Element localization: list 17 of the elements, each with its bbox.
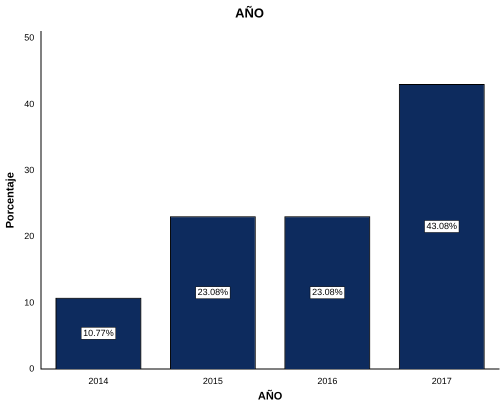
data-label: 43.08% bbox=[426, 220, 458, 231]
x-axis-title: AÑO bbox=[258, 389, 283, 402]
data-label: 23.08% bbox=[198, 287, 228, 298]
x-tick-label: 2016 bbox=[317, 376, 338, 386]
y-tick-label: 40 bbox=[24, 98, 34, 109]
y-tick-label: 20 bbox=[24, 231, 34, 242]
data-label: 10.77% bbox=[83, 328, 114, 338]
y-tick-label: 0 bbox=[29, 363, 34, 374]
chart-title: AÑO bbox=[235, 5, 264, 20]
y-axis-title: Porcentaje bbox=[4, 172, 17, 228]
y-tick-label: 50 bbox=[24, 32, 34, 43]
y-tick-label: 10 bbox=[24, 297, 34, 308]
x-tick-label: 2015 bbox=[202, 376, 223, 386]
x-tick-label: 2017 bbox=[432, 376, 452, 386]
data-label: 23.08% bbox=[312, 287, 343, 298]
x-tick-label: 2014 bbox=[88, 376, 108, 386]
y-tick-label: 30 bbox=[24, 165, 34, 176]
